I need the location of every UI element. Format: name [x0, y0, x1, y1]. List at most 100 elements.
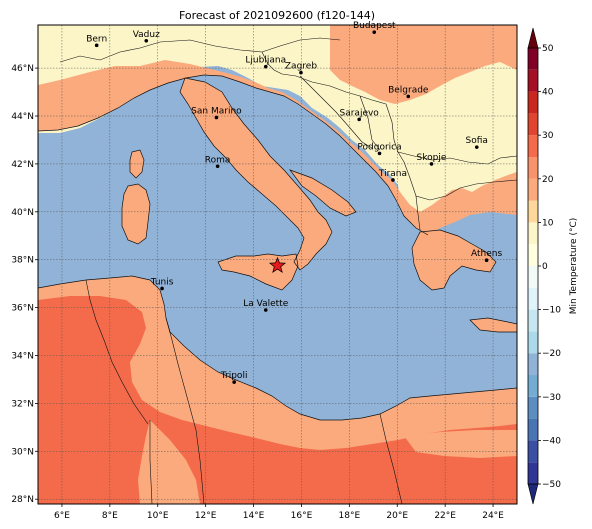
city-label: Sofia: [466, 136, 488, 146]
star-marker-shape: [268, 256, 287, 274]
colorbar-tick-label: −10: [542, 306, 561, 316]
city-dot: [299, 70, 303, 75]
city-label: La Valette: [243, 299, 288, 309]
city-label: Roma: [205, 155, 231, 165]
colorbar-tick-label: 50: [542, 44, 554, 54]
colorbar: −50 −40 −30 −20 −10 0 10 20 30 40 50: [527, 27, 561, 505]
x-tick-label: 6°E: [54, 511, 70, 521]
balkan-land-mild: [330, 25, 517, 104]
y-tick-label: 28°N: [11, 495, 34, 505]
colorbar-segment: [528, 48, 538, 70]
colorbar-segment: [528, 200, 538, 223]
colorbar-tick-label: 30: [542, 131, 554, 141]
colorbar-extend-min: [527, 483, 539, 505]
colorbar-segment: [528, 440, 538, 463]
city-label: Tunis: [150, 277, 174, 287]
city-label: Zagreb: [285, 62, 317, 72]
colorbar-segment: [528, 244, 538, 266]
colorbar-segment: [528, 353, 538, 375]
italy-land-mild: [180, 78, 332, 270]
colorbar-extend-max: [527, 27, 539, 49]
city-dot: [263, 64, 268, 69]
sardinia-land: [122, 184, 150, 244]
city-label: Podgorica: [357, 142, 401, 152]
city-dot: [406, 94, 411, 99]
city-dot: [144, 39, 149, 43]
colorbar-segment: [528, 418, 538, 441]
colorbar-tick-label: −20: [542, 349, 561, 359]
city-dot: [474, 145, 479, 149]
latitude-ticks: 46°N 44°N 42°N 40°N 38°N 36°N 34°N 32°N 30°N 28°N: [11, 64, 38, 505]
balkan-land-cool: [394, 108, 517, 202]
greece-land-mild: [412, 230, 496, 290]
city-label: Ljubljana: [245, 56, 286, 66]
map-title: Forecast of 2021092600 (f120-144): [179, 9, 375, 22]
colorbar-segment: [528, 396, 538, 419]
map-plot[interactable]: [38, 25, 517, 504]
colorbar-segment: [528, 113, 538, 136]
x-tick-label: 20°E: [386, 511, 408, 521]
x-tick-label: 22°E: [434, 511, 456, 521]
colorbar-tick-label: −40: [542, 436, 561, 446]
colorbar-segment: [528, 375, 538, 397]
colorbar-tick-label: 40: [542, 88, 554, 98]
country-borders: [59, 37, 517, 504]
city-label: Vaduz: [133, 30, 160, 40]
x-tick-label: 24°E: [482, 511, 504, 521]
city-dot: [215, 164, 220, 169]
city-dot: [160, 286, 164, 291]
y-tick-label: 40°N: [11, 208, 34, 218]
city-dot: [263, 308, 268, 312]
city-label: Budapest: [353, 21, 396, 31]
africa-land-mild-interior: [138, 420, 200, 504]
city-dot: [484, 258, 489, 262]
city-dot: [429, 162, 434, 166]
colorbar-segment: [528, 91, 538, 114]
y-tick-label: 44°N: [11, 112, 34, 122]
city-dot: [391, 178, 395, 182]
colorbar-segment: [528, 266, 538, 288]
y-tick-label: 36°N: [11, 304, 34, 314]
city-label: Belgrade: [388, 85, 429, 95]
city-label: San Marino: [191, 106, 242, 116]
x-tick-label: 18°E: [339, 511, 361, 521]
city-label: Bern: [86, 34, 107, 44]
colorbar-segment: [528, 135, 538, 157]
city-label: Skopje: [417, 153, 447, 163]
city-label: Tripoli: [220, 371, 248, 381]
map-frame: [37, 24, 518, 505]
y-tick-label: 38°N: [11, 256, 34, 266]
y-tick-label: 46°N: [11, 64, 34, 74]
x-tick-label: 12°E: [195, 511, 217, 521]
y-tick-label: 32°N: [11, 399, 34, 409]
city-dot: [377, 151, 382, 156]
colorbar-segment: [528, 69, 538, 92]
colorbar-tick-label: 20: [542, 175, 554, 185]
africa-land-mild-east: [404, 430, 517, 458]
colorbar-label: Min Temperature (°C): [569, 218, 579, 315]
city-label: Athens: [471, 249, 502, 259]
city-label: Tirana: [378, 169, 407, 179]
x-tick-label: 10°E: [147, 511, 169, 521]
colorbar-segment: [528, 178, 538, 201]
colorbar-tick-label: 0: [542, 262, 548, 272]
city-dot: [94, 43, 99, 48]
y-tick-label: 30°N: [11, 447, 34, 457]
colorbar-segment: [528, 309, 538, 332]
target-star-marker[interactable]: [268, 256, 287, 274]
colorbar-tick-label: −30: [542, 393, 561, 403]
city-label: Sarajevo: [340, 108, 380, 118]
x-tick-label: 14°E: [243, 511, 265, 521]
x-tick-label: 8°E: [102, 511, 118, 521]
colorbar-segment: [528, 157, 538, 179]
colorbar-segment: [528, 222, 538, 245]
graticule: [38, 25, 517, 504]
city-dot: [232, 380, 236, 384]
colorbar-tick-label: −50: [542, 480, 561, 490]
city-dot: [214, 115, 219, 120]
city-dot: [372, 30, 377, 34]
longitude-ticks: 6°E 8°E 10°E 12°E 14°E 16°E 18°E 20°E 22°E 24°E: [54, 504, 504, 521]
x-tick-label: 16°E: [291, 511, 313, 521]
